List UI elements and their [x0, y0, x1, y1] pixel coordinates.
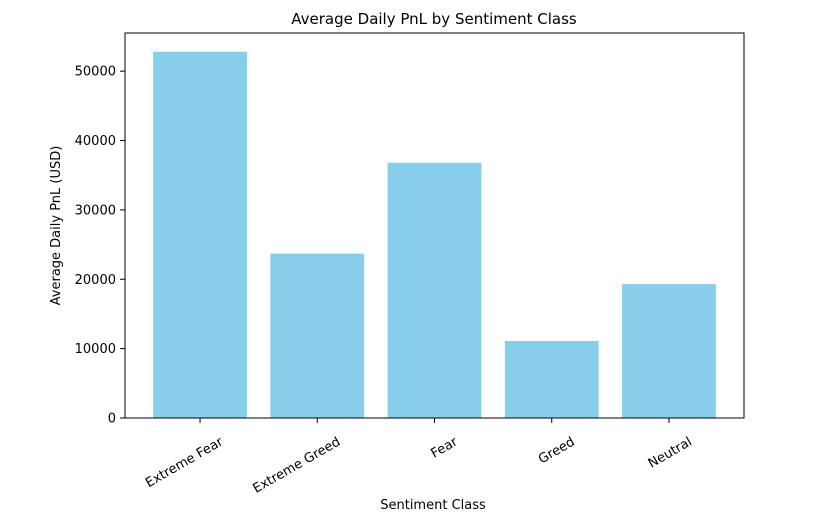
- x-axis-label: Sentiment Class: [380, 498, 486, 513]
- bar-extreme-fear: [153, 51, 247, 418]
- y-tick-label: 30000: [75, 203, 116, 218]
- y-tick-label: 20000: [75, 273, 116, 288]
- bar-fear: [387, 162, 482, 418]
- x-axis: Extreme Fear Extreme Greed Fear Greed Neutra…: [143, 418, 695, 497]
- y-axis-label: Average Daily PnL (USD): [49, 146, 64, 306]
- bars-group: [153, 51, 716, 418]
- y-tick-label: 0: [108, 412, 116, 427]
- bar-extreme-greed: [270, 253, 365, 418]
- x-tick-label: Fear: [429, 434, 461, 461]
- y-axis: 0 10000 20000 30000 40000 50000: [75, 65, 125, 427]
- y-tick-label: 10000: [75, 342, 116, 357]
- x-tick-label: Extreme Greed: [251, 435, 344, 497]
- bar-greed: [504, 341, 599, 418]
- bar-neutral: [622, 284, 716, 418]
- chart-title: Average Daily PnL by Sentiment Class: [291, 10, 577, 28]
- y-tick-label: 50000: [75, 65, 116, 80]
- y-tick-label: 40000: [75, 134, 116, 149]
- x-tick-label: Neutral: [646, 435, 695, 472]
- x-tick-label: Extreme Fear: [143, 434, 226, 491]
- plot-frame: [124, 32, 745, 419]
- x-tick-label: Greed: [536, 435, 578, 468]
